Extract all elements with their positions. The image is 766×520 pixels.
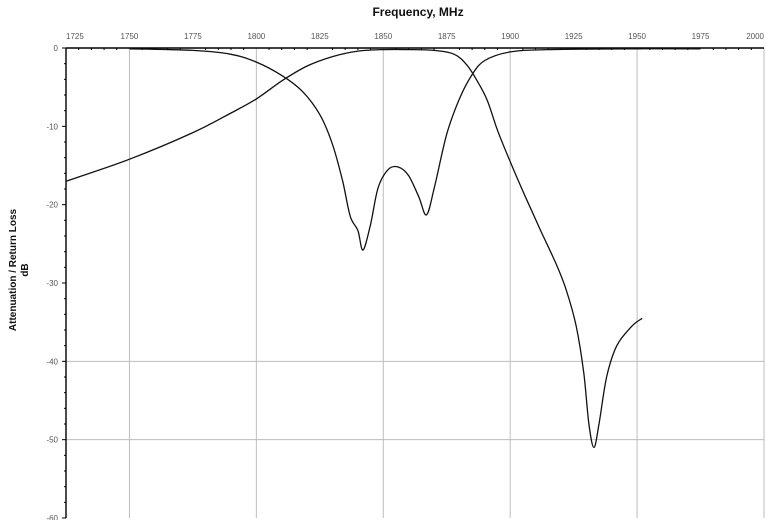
y-tick-label: -20 (46, 201, 58, 210)
axes (62, 47, 764, 519)
y-tick-label: -50 (46, 436, 58, 445)
x-tick-label: 1950 (628, 32, 646, 41)
x-tick-label: 1750 (121, 32, 139, 41)
x-tick-label: 1725 (66, 32, 84, 41)
x-tick-label: 1850 (374, 32, 392, 41)
y-axis-label-line2: dB (20, 263, 31, 276)
chart-title: Frequency, MHz (372, 5, 463, 19)
y-axis-label-line1: Attenuation / Return Loss (8, 208, 19, 331)
x-tick-label: 1900 (501, 32, 519, 41)
y-tick-label: -40 (46, 357, 58, 366)
y-tick-label: 0 (54, 44, 59, 53)
x-tick-label: 1800 (247, 32, 265, 41)
x-tick-label: 1775 (184, 32, 202, 41)
series-line-2 (129, 48, 701, 251)
x-tick-label: 1875 (438, 32, 456, 41)
series-group (65, 48, 701, 449)
grid (66, 48, 765, 518)
tick-labels: 1725 1750 1775 1800 1825 1850 1875 1900 1925 1950… (46, 32, 764, 520)
y-tick-label: -30 (46, 279, 58, 288)
x-tick-label: 1825 (311, 32, 329, 41)
x-tick-label: 2000 (746, 32, 764, 41)
series-line-1 (65, 48, 643, 449)
y-tick-label: -60 (46, 514, 58, 520)
x-tick-label: 1975 (692, 32, 710, 41)
y-tick-label: -10 (46, 122, 58, 131)
x-tick-label: 1925 (565, 32, 583, 41)
